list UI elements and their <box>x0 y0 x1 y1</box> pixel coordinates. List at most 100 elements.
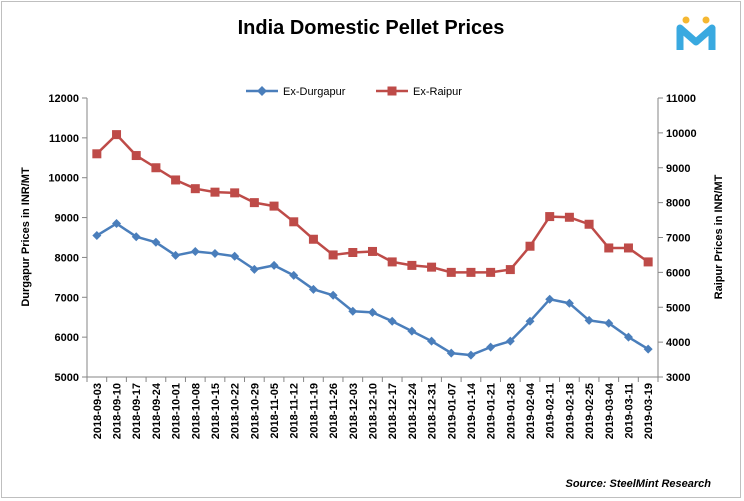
data-point-raipur <box>348 247 358 257</box>
data-point-raipur <box>328 250 338 260</box>
data-point-durgapur <box>427 336 437 346</box>
data-point-durgapur <box>407 326 417 336</box>
steelmint-logo-icon <box>676 16 716 50</box>
data-point-durgapur <box>584 315 594 325</box>
data-point-raipur <box>230 188 240 198</box>
data-point-durgapur <box>328 290 338 300</box>
x-tick-label: 2018-09-10 <box>112 383 124 439</box>
data-point-raipur <box>623 243 633 253</box>
data-point-durgapur <box>190 246 200 256</box>
x-tick-label: 2018-10-22 <box>230 383 242 439</box>
x-tick-label: 2019-02-04 <box>525 382 537 439</box>
right-tick-label: 10000 <box>666 128 697 140</box>
left-tick-label: 7000 <box>55 292 79 304</box>
legend-item-durgapur: Ex-Durgapur <box>246 86 346 98</box>
source-note: Source: SteelMint Research <box>566 478 712 490</box>
data-point-durgapur <box>643 344 653 354</box>
data-point-durgapur <box>623 332 633 342</box>
left-tick-label: 5000 <box>55 372 79 384</box>
data-point-raipur <box>171 175 181 185</box>
x-tick-label: 2019-01-28 <box>505 383 517 439</box>
data-point-durgapur <box>289 270 299 280</box>
data-point-durgapur <box>269 260 279 270</box>
series-layer <box>92 130 653 360</box>
x-tick-label: 2018-12-31 <box>427 383 439 439</box>
right-tick-label: 11000 <box>666 93 696 105</box>
left-tick-label: 6000 <box>55 332 79 344</box>
x-tick-label: 2018-11-12 <box>289 383 301 439</box>
data-point-durgapur <box>210 248 220 258</box>
data-point-raipur <box>466 267 476 277</box>
data-point-durgapur <box>505 336 515 346</box>
data-point-durgapur <box>368 307 377 317</box>
data-point-raipur <box>564 212 574 222</box>
data-point-durgapur <box>131 232 141 242</box>
right-tick-label: 3000 <box>666 372 690 384</box>
x-tick-label: 2018-09-17 <box>131 383 143 439</box>
left-tick-label: 11000 <box>49 133 79 145</box>
x-axis-ticks: 2018-09-03 2018-09-10 2018-09-17 2018-09-24… <box>86 377 659 439</box>
x-tick-label: 2018-10-15 <box>210 383 222 439</box>
data-point-durgapur <box>604 318 614 328</box>
x-tick-label: 2018-11-19 <box>308 383 320 439</box>
x-tick-label: 2019-02-25 <box>584 383 596 439</box>
legend-item-raipur: Ex-Raipur <box>376 86 462 98</box>
data-point-raipur <box>584 219 594 229</box>
data-point-raipur <box>387 257 397 267</box>
x-tick-label: 2018-12-24 <box>407 382 419 439</box>
data-point-raipur <box>407 260 417 270</box>
left-tick-label: 12000 <box>48 93 79 105</box>
x-tick-label: 2019-02-11 <box>545 383 557 439</box>
data-point-raipur <box>525 241 535 251</box>
x-tick-label: 2019-01-14 <box>466 382 478 439</box>
chart-title: India Domestic Pellet Prices <box>238 17 505 39</box>
data-point-durgapur <box>112 219 122 229</box>
data-point-raipur <box>190 184 200 194</box>
x-tick-label: 2019-03-11 <box>623 383 635 439</box>
data-point-raipur <box>368 246 377 256</box>
x-tick-label: 2018-11-05 <box>269 383 281 439</box>
data-point-raipur <box>505 265 515 275</box>
legend-label-durgapur: Ex-Durgapur <box>283 86 346 98</box>
data-point-raipur <box>545 212 555 222</box>
x-tick-label: 2018-11-26 <box>328 383 340 439</box>
data-point-raipur <box>308 234 318 244</box>
right-tick-label: 4000 <box>666 337 690 349</box>
x-tick-label: 2018-12-03 <box>348 383 360 439</box>
data-point-raipur <box>446 267 456 277</box>
x-tick-label: 2019-01-07 <box>446 383 458 439</box>
data-point-raipur <box>92 149 102 159</box>
left-tick-label: 9000 <box>55 213 79 225</box>
right-tick-label: 8000 <box>666 198 690 210</box>
x-tick-label: 2018-10-08 <box>190 383 202 439</box>
x-tick-label: 2018-09-24 <box>151 382 163 439</box>
data-point-durgapur <box>466 350 476 360</box>
data-point-durgapur <box>230 251 240 261</box>
right-tick-label: 6000 <box>666 267 690 279</box>
data-point-durgapur <box>151 237 161 247</box>
data-point-durgapur <box>92 231 102 241</box>
data-point-durgapur <box>308 284 318 294</box>
data-point-durgapur <box>564 298 574 308</box>
x-tick-label: 2019-02-18 <box>564 383 576 439</box>
x-tick-label: 2018-10-29 <box>249 383 261 439</box>
data-point-raipur <box>289 217 299 227</box>
right-axis-ticks: 3000 4000 5000 6000 7000 8000 9000 10000 11000 <box>658 93 697 384</box>
x-tick-label: 2018-12-17 <box>387 383 399 439</box>
series-line-durgapur <box>96 222 649 357</box>
data-point-raipur <box>131 151 141 161</box>
data-point-raipur <box>643 257 653 267</box>
x-tick-label: 2018-09-03 <box>92 383 104 439</box>
data-point-raipur <box>486 267 496 277</box>
data-point-raipur <box>269 201 279 211</box>
data-point-raipur <box>151 163 161 173</box>
data-point-raipur <box>210 187 220 197</box>
data-point-durgapur <box>387 316 397 326</box>
x-tick-label: 2018-12-10 <box>368 383 380 439</box>
data-point-raipur <box>427 262 437 272</box>
data-point-raipur <box>249 198 259 208</box>
x-tick-label: 2019-03-04 <box>604 382 616 439</box>
right-tick-label: 5000 <box>666 302 690 314</box>
data-point-raipur <box>112 130 122 140</box>
